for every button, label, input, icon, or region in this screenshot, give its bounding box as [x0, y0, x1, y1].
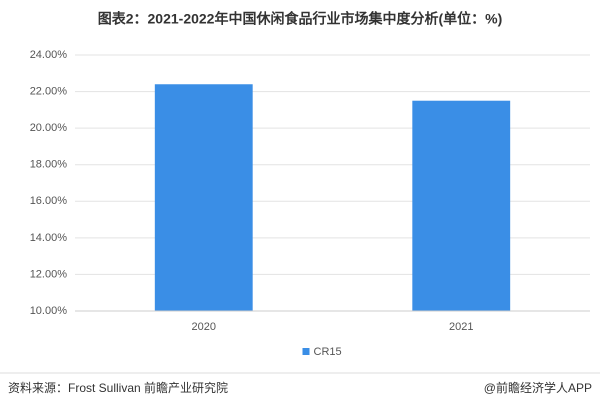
y-tick-label: 16.00%	[30, 195, 68, 207]
x-tick-label: 2020	[192, 321, 216, 333]
legend-label: CR15	[314, 346, 342, 358]
y-tick-label: 14.00%	[30, 232, 68, 244]
legend-swatch	[302, 348, 310, 355]
y-tick-label: 20.00%	[30, 122, 68, 134]
bar	[412, 100, 511, 311]
credit: @前瞻经济学人APP	[484, 380, 592, 395]
y-tick-label: 12.00%	[30, 268, 68, 280]
chart-title: 图表2：2021-2022年中国休闲食品行业市场集中度分析(单位：%)	[98, 11, 503, 27]
y-tick-label: 18.00%	[30, 159, 68, 171]
y-tick-label: 10.00%	[30, 305, 68, 317]
source: 资料来源：Frost Sullivan 前瞻产业研究院	[8, 380, 228, 395]
y-tick-label: 24.00%	[30, 49, 68, 61]
x-tick-label: 2021	[449, 321, 473, 333]
bar	[154, 84, 253, 311]
y-tick-label: 22.00%	[30, 85, 68, 97]
